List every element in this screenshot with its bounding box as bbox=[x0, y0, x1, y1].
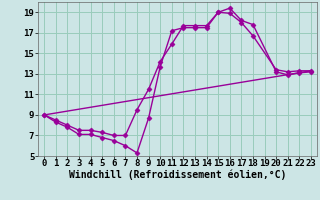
X-axis label: Windchill (Refroidissement éolien,°C): Windchill (Refroidissement éolien,°C) bbox=[69, 169, 286, 180]
